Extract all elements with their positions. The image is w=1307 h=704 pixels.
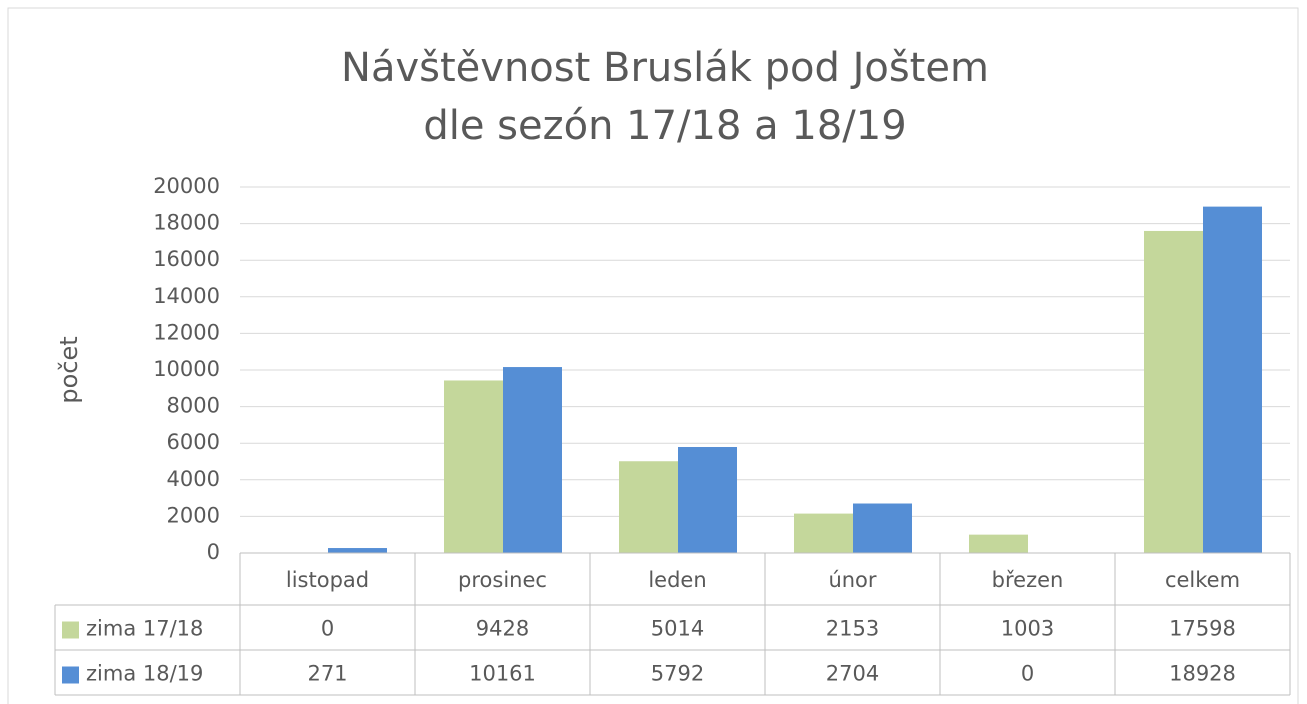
y-tick-label: 18000 xyxy=(153,211,220,235)
y-tick-label: 8000 xyxy=(167,394,220,418)
x-tick-label: celkem xyxy=(1165,568,1240,592)
bar xyxy=(1144,230,1203,553)
legend-label: zima 18/19 xyxy=(86,662,203,686)
y-tick-label: 2000 xyxy=(167,503,220,527)
x-tick-label: listopad xyxy=(286,568,369,592)
y-tick-label: 10000 xyxy=(153,357,220,381)
x-tick-label: březen xyxy=(992,568,1064,592)
x-tick-label: leden xyxy=(648,568,706,592)
x-tick-label: únor xyxy=(828,568,876,592)
table-cell: 271 xyxy=(307,662,347,686)
legend-key xyxy=(62,621,79,639)
x-tick-label: prosinec xyxy=(458,568,547,592)
bar xyxy=(328,548,387,553)
legend-label: zima 17/18 xyxy=(86,617,203,641)
table-cell: 9428 xyxy=(476,617,529,641)
table-cell: 17598 xyxy=(1169,617,1236,641)
legend-key xyxy=(62,666,79,684)
y-tick-label: 14000 xyxy=(153,284,220,308)
y-tick-label: 6000 xyxy=(167,430,220,454)
chart-border xyxy=(7,7,1299,704)
bar xyxy=(619,461,678,553)
y-tick-label: 12000 xyxy=(153,320,220,344)
table-cell: 0 xyxy=(1021,662,1034,686)
y-tick-label: 0 xyxy=(207,540,220,564)
bar xyxy=(678,447,737,553)
table-cell: 2153 xyxy=(826,617,879,641)
table-cell: 2704 xyxy=(826,662,879,686)
bar xyxy=(853,503,912,553)
table-cell: 5792 xyxy=(651,662,704,686)
table-cell: 18928 xyxy=(1169,662,1236,686)
y-axis-label: počet xyxy=(55,336,83,403)
table-cell: 10161 xyxy=(469,662,536,686)
y-tick-label: 16000 xyxy=(153,247,220,271)
chart-title: Návštěvnost Bruslák pod Joštem xyxy=(341,45,989,91)
bar xyxy=(503,367,562,553)
table-cell: 5014 xyxy=(651,617,704,641)
bar xyxy=(794,513,853,553)
y-tick-label: 4000 xyxy=(167,467,220,491)
bar xyxy=(444,380,503,553)
table-cell: 1003 xyxy=(1001,617,1054,641)
table-cell: 0 xyxy=(321,617,334,641)
bar xyxy=(1203,206,1262,553)
chart-title: dle sezón 17/18 a 18/19 xyxy=(423,103,906,149)
bar xyxy=(969,534,1028,553)
y-tick-label: 20000 xyxy=(153,174,220,198)
